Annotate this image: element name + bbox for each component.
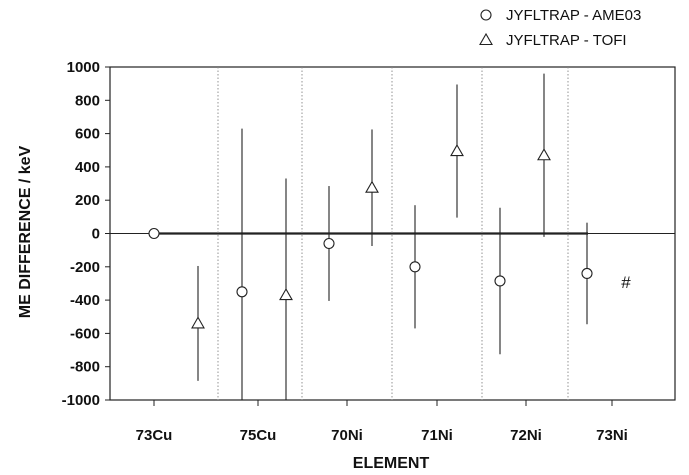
triangle-marker [279, 287, 293, 301]
circle-marker [148, 227, 160, 240]
annotation-hash: # [621, 273, 631, 292]
legend-circle-icon [480, 9, 492, 21]
triangle-marker [365, 180, 379, 193]
legend-label: JYFLTRAP - TOFI [506, 32, 627, 49]
y-axis-ticks: 1000 800 600 400 200 0 -200 -400 -600 -800 -1000 [62, 59, 110, 409]
x-tick-label: 71Ni [421, 427, 453, 444]
legend-triangle-icon [479, 32, 493, 46]
plot-frame [109, 66, 676, 401]
legend-label: JYFLTRAP - AME03 [506, 7, 641, 24]
series-ame03 [148, 128, 593, 400]
circle-marker [494, 275, 506, 287]
x-tick-label: 72Ni [510, 427, 542, 444]
series-tofi [191, 73, 551, 400]
y-tick-label: 800 [75, 92, 100, 109]
y-tick-label: 600 [75, 126, 100, 143]
circle-marker [236, 286, 248, 298]
legend: JYFLTRAP - AME03 JYFLTRAP - TOFI [479, 7, 641, 49]
triangle-marker [537, 148, 551, 161]
y-tick-label: 0 [92, 226, 100, 243]
circle-marker [409, 261, 421, 273]
triangle-marker [191, 316, 205, 329]
x-tick-label: 75Cu [240, 427, 277, 444]
y-tick-label: 1000 [67, 59, 100, 76]
circle-marker [581, 267, 593, 280]
y-tick-label: -1000 [62, 392, 100, 409]
y-tick-label: -200 [70, 259, 100, 276]
data-marks: # [148, 73, 631, 400]
y-tick-label: 200 [75, 192, 100, 209]
x-tick-label: 70Ni [331, 427, 363, 444]
x-axis-title: ELEMENT [353, 455, 430, 472]
y-tick-label: -600 [70, 325, 100, 342]
y-tick-label: -400 [70, 292, 100, 309]
y-tick-label: -800 [70, 359, 100, 376]
triangle-marker [450, 143, 464, 157]
grid-separators [217, 67, 569, 400]
x-tick-label: 73Cu [136, 427, 173, 444]
y-axis-title: ME DIFFERENCE / keV [17, 145, 34, 318]
circle-marker [323, 237, 335, 250]
x-axis-ticks: 73Cu 75Cu 70Ni 71Ni 72Ni 73Ni [136, 400, 628, 444]
x-tick-label: 73Ni [596, 427, 628, 444]
y-tick-label: 400 [75, 159, 100, 176]
